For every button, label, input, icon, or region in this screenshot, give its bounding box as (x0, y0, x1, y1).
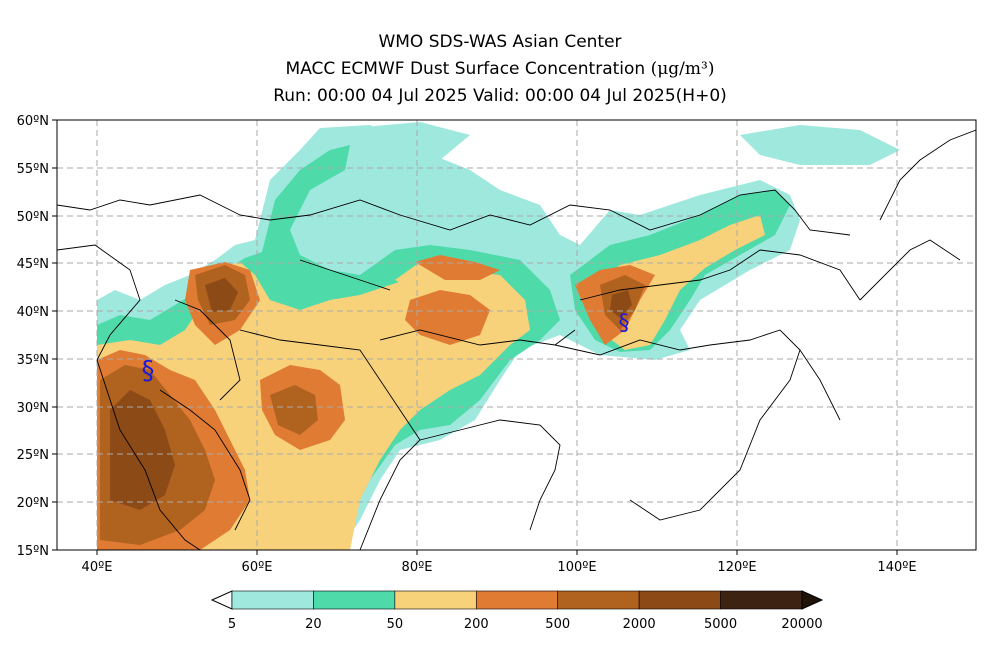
legend-box (475, 590, 559, 610)
legend-box (557, 590, 640, 610)
lon-labels: 40ºE 60ºE 80ºE 100ºE 120ºE 140ºE (82, 560, 917, 575)
title-line-1: WMO SDS-WAS Asian Center (378, 32, 622, 52)
lat-label: 15ºN (17, 544, 49, 559)
graticule (57, 120, 976, 550)
legend-label: 20000 (781, 617, 822, 632)
station-iraq-icon: § (142, 356, 155, 386)
legend-label: 500 (545, 617, 570, 632)
lon-label: 100ºE (557, 560, 596, 575)
legend-label: 2000 (623, 617, 656, 632)
title-line-3: Run: 00:00 04 Jul 2025 Valid: 00:00 04 J… (273, 86, 727, 106)
legend-label: 200 (464, 617, 489, 632)
lat-label: 50ºN (17, 210, 49, 225)
boundaries (57, 129, 976, 550)
legend-box (313, 590, 396, 610)
lat-label: 20ºN (17, 496, 49, 511)
lat-label: 40ºN (17, 305, 49, 320)
dust-level-6 (110, 390, 175, 510)
legend-arrow-high (801, 590, 824, 610)
lon-label: 40ºE (82, 560, 113, 575)
lon-label: 140ºE (877, 560, 916, 575)
legend-label: 5 (228, 617, 236, 632)
legend-labels: 5 20 50 200 500 2000 5000 20000 (228, 617, 823, 632)
legend-boxes (231, 590, 803, 610)
lat-label: 45ºN (17, 257, 49, 272)
title-line-2: MACC ECMWF Dust Surface Concentration (μ… (0, 59, 1000, 79)
legend-box (231, 590, 314, 610)
lat-label: 55ºN (17, 162, 49, 177)
dust-level-5c (270, 385, 318, 435)
title-unit: (μg/m³) (650, 59, 715, 79)
title-main: MACC ECMWF Dust Surface Concentration (285, 59, 646, 79)
dust-level-1b (740, 125, 900, 165)
legend-label: 20 (305, 617, 322, 632)
lat-label: 30ºN (17, 401, 49, 416)
dust-level-6b (205, 278, 238, 312)
station-china-icon: § (619, 311, 630, 336)
lat-labels: 60ºN 55ºN 50ºN 45ºN 40ºN 35ºN 30ºN 25ºN … (17, 114, 49, 559)
color-legend: 5 20 50 200 500 2000 5000 20000 (210, 590, 824, 632)
legend-label: 5000 (704, 617, 737, 632)
legend-box (720, 590, 803, 610)
legend-label: 50 (387, 617, 404, 632)
legend-box (394, 590, 477, 610)
lon-label: 60ºE (242, 560, 273, 575)
lon-label: 80ºE (402, 560, 433, 575)
legend-box (638, 590, 721, 610)
dust-level-6c (610, 290, 632, 318)
axis-ticks (52, 119, 898, 555)
lat-label: 25ºN (17, 448, 49, 463)
legend-arrow-low (210, 590, 233, 610)
lon-label: 120ºE (717, 560, 756, 575)
map-frame (56, 119, 977, 551)
lat-label: 35ºN (17, 353, 49, 368)
dust-level-1c (330, 122, 470, 160)
lat-label: 60ºN (17, 114, 49, 129)
dust-level-4f (415, 255, 500, 280)
